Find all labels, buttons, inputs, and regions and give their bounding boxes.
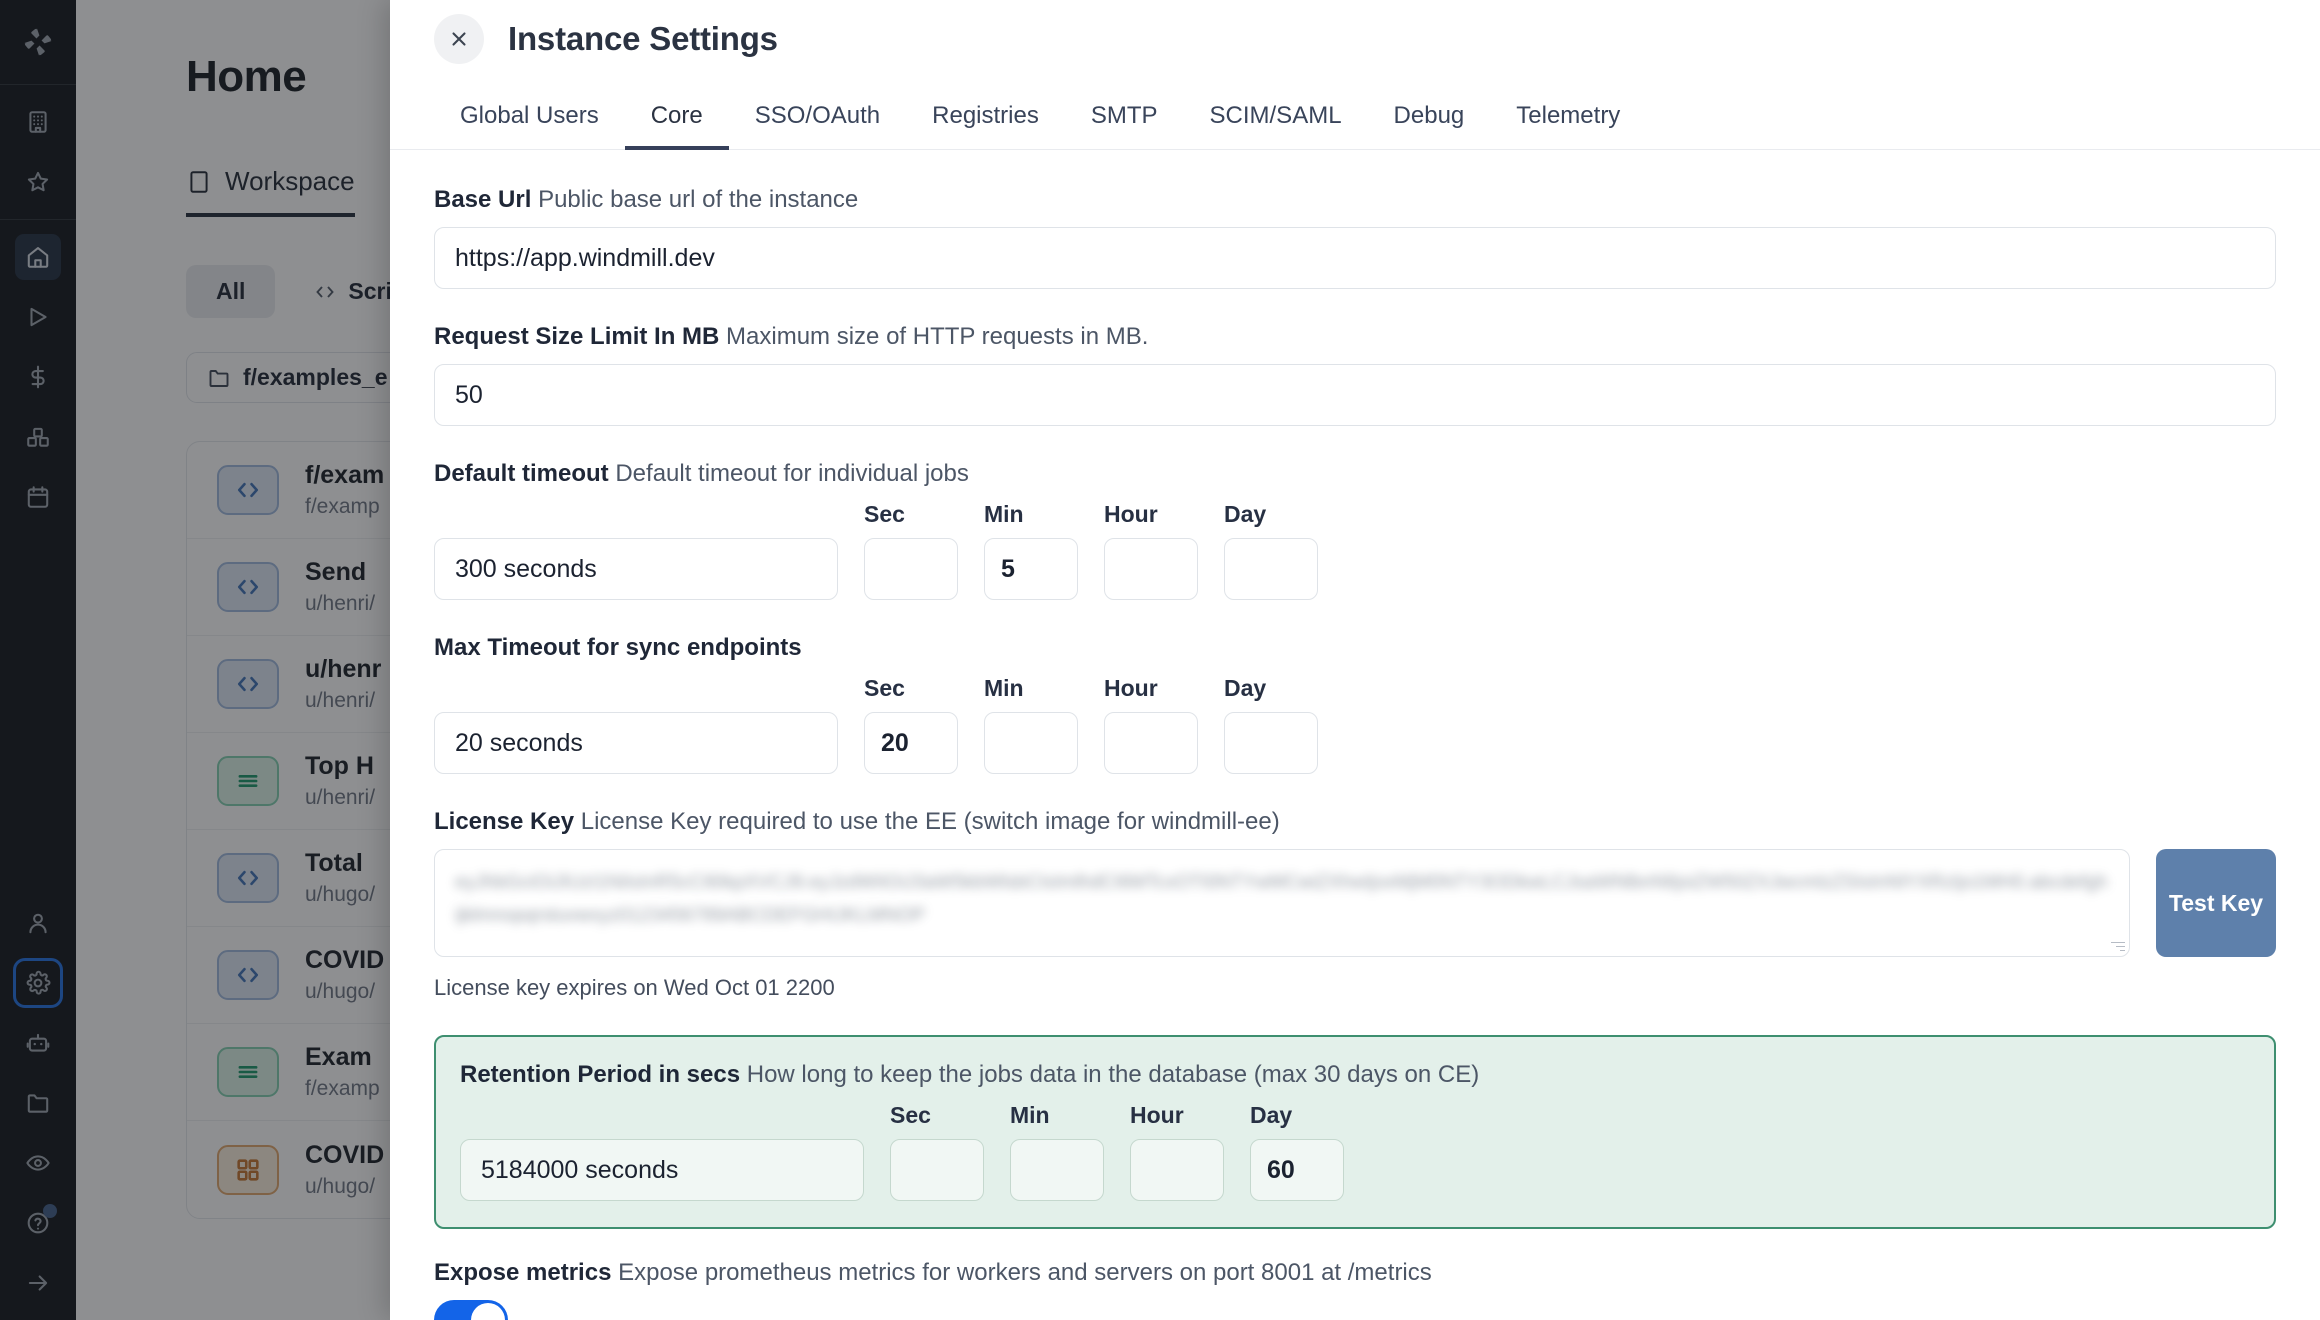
license-key-note: License key expires on Wed Oct 01 2200 bbox=[434, 975, 835, 1000]
max-sync-timeout-input[interactable]: 20 seconds bbox=[434, 712, 838, 774]
field-expose-metrics: Expose metrics Expose prometheus metrics… bbox=[434, 1259, 2276, 1320]
unit-label-day: Day bbox=[1224, 501, 1267, 527]
field-request-size-limit-title: Request Size Limit In MB bbox=[434, 323, 720, 350]
default-timeout-min: Min 5 bbox=[984, 501, 1078, 600]
field-base-url-label: Base Url Public base url of the instance bbox=[434, 186, 2276, 214]
base-url-input[interactable]: https://app.windmill.dev bbox=[434, 227, 2276, 289]
settings-tabs: Global Users Core SSO/OAuth Registries S… bbox=[390, 78, 2320, 150]
field-max-sync-timeout-title: Max Timeout for sync endpoints bbox=[434, 634, 802, 661]
retention-day-input[interactable]: 60 bbox=[1250, 1139, 1344, 1201]
field-retention-period-title: Retention Period in secs bbox=[460, 1061, 741, 1088]
retention-period-row: 5184000 seconds Sec Min Hour Day bbox=[460, 1102, 2250, 1201]
retention-min: Min bbox=[1010, 1102, 1104, 1201]
tab-registries[interactable]: Registries bbox=[932, 102, 1039, 129]
tab-global-users[interactable]: Global Users bbox=[460, 102, 599, 129]
field-license-key: License Key License Key required to use … bbox=[434, 808, 2276, 1001]
field-retention-period-desc: How long to keep the jobs data in the da… bbox=[746, 1061, 1480, 1088]
field-expose-metrics-title: Expose metrics bbox=[434, 1259, 612, 1286]
field-retention-period: Retention Period in secs How long to kee… bbox=[434, 1035, 2276, 1229]
field-default-timeout-title: Default timeout bbox=[434, 460, 609, 487]
retention-hour: Hour bbox=[1130, 1102, 1224, 1201]
default-timeout-sec: Sec bbox=[864, 501, 958, 600]
unit-label-day: Day bbox=[1224, 675, 1267, 701]
field-max-sync-timeout-label: Max Timeout for sync endpoints bbox=[434, 634, 2276, 662]
field-license-key-label: License Key License Key required to use … bbox=[434, 808, 2276, 836]
retention-sec-input[interactable] bbox=[890, 1139, 984, 1201]
tab-smtp[interactable]: SMTP bbox=[1090, 102, 1158, 129]
unit-label-min: Min bbox=[984, 501, 1024, 527]
field-default-timeout: Default timeout Default timeout for indi… bbox=[434, 460, 2276, 600]
field-request-size-limit-desc: Maximum size of HTTP requests in MB. bbox=[726, 323, 1149, 350]
field-max-sync-timeout: Max Timeout for sync endpoints 20 second… bbox=[434, 634, 2276, 774]
field-license-key-desc: License Key required to use the EE (swit… bbox=[580, 808, 1280, 835]
instance-settings-modal: Instance Settings Global Users Core SSO/… bbox=[390, 0, 2320, 1320]
unit-label-min: Min bbox=[1010, 1102, 1050, 1128]
tab-debug[interactable]: Debug bbox=[1393, 102, 1465, 129]
modal-title: Instance Settings bbox=[508, 20, 778, 57]
unit-label-day: Day bbox=[1250, 1102, 1293, 1128]
field-base-url-title: Base Url bbox=[434, 186, 532, 213]
field-retention-period-label: Retention Period in secs How long to kee… bbox=[460, 1061, 2250, 1089]
max-sync-day: Day bbox=[1224, 675, 1318, 774]
unit-label-hour: Hour bbox=[1104, 675, 1158, 701]
unit-label-min: Min bbox=[984, 675, 1024, 701]
license-key-value: eyJhbGciOiJIUzI1NiIsInR5cCI6IkpXVCJ9.eyJ… bbox=[455, 872, 2108, 927]
tab-telemetry[interactable]: Telemetry bbox=[1516, 102, 1621, 129]
default-timeout-sec-input[interactable] bbox=[864, 538, 958, 600]
max-sync-day-input[interactable] bbox=[1224, 712, 1318, 774]
max-sync-min-input[interactable] bbox=[984, 712, 1078, 774]
retention-day: Day 60 bbox=[1250, 1102, 1344, 1201]
request-size-limit-input[interactable]: 50 bbox=[434, 364, 2276, 426]
tab-sso-oauth[interactable]: SSO/OAuth bbox=[754, 102, 881, 129]
unit-label-sec: Sec bbox=[864, 501, 905, 527]
tab-scim-saml[interactable]: SCIM/SAML bbox=[1209, 102, 1342, 129]
max-sync-sec: Sec 20 bbox=[864, 675, 958, 774]
default-timeout-row: 300 seconds Sec Min 5 Hour Day bbox=[434, 501, 2276, 600]
retention-hour-input[interactable] bbox=[1130, 1139, 1224, 1201]
default-timeout-hour-input[interactable] bbox=[1104, 538, 1198, 600]
default-timeout-day-input[interactable] bbox=[1224, 538, 1318, 600]
resize-grip-icon[interactable] bbox=[2111, 939, 2125, 953]
max-sync-timeout-row: 20 seconds Sec 20 Min Hour Day bbox=[434, 675, 2276, 774]
default-timeout-day: Day bbox=[1224, 501, 1318, 600]
field-expose-metrics-desc: Expose prometheus metrics for workers an… bbox=[618, 1259, 1432, 1286]
test-key-button[interactable]: Test Key bbox=[2156, 849, 2276, 957]
tab-core[interactable]: Core bbox=[624, 102, 729, 150]
unit-label-hour: Hour bbox=[1104, 501, 1158, 527]
field-license-key-title: License Key bbox=[434, 808, 575, 835]
expose-metrics-toggle[interactable] bbox=[434, 1300, 508, 1320]
retention-min-input[interactable] bbox=[1010, 1139, 1104, 1201]
field-request-size-limit-label: Request Size Limit In MB Maximum size of… bbox=[434, 323, 2276, 351]
unit-label-sec: Sec bbox=[890, 1102, 931, 1128]
field-base-url: Base Url Public base url of the instance… bbox=[434, 186, 2276, 289]
close-icon[interactable] bbox=[434, 14, 484, 64]
retention-sec: Sec bbox=[890, 1102, 984, 1201]
max-sync-hour-input[interactable] bbox=[1104, 712, 1198, 774]
unit-label-hour: Hour bbox=[1130, 1102, 1184, 1128]
max-sync-hour: Hour bbox=[1104, 675, 1198, 774]
max-sync-min: Min bbox=[984, 675, 1078, 774]
field-request-size-limit: Request Size Limit In MB Maximum size of… bbox=[434, 323, 2276, 426]
field-default-timeout-label: Default timeout Default timeout for indi… bbox=[434, 460, 2276, 488]
field-default-timeout-desc: Default timeout for individual jobs bbox=[615, 460, 969, 487]
unit-label-sec: Sec bbox=[864, 675, 905, 701]
modal-header: Instance Settings bbox=[390, 0, 2320, 78]
default-timeout-input[interactable]: 300 seconds bbox=[434, 538, 838, 600]
field-expose-metrics-label: Expose metrics Expose prometheus metrics… bbox=[434, 1259, 2276, 1287]
settings-form: Base Url Public base url of the instance… bbox=[390, 150, 2320, 1320]
default-timeout-min-input[interactable]: 5 bbox=[984, 538, 1078, 600]
max-sync-sec-input[interactable]: 20 bbox=[864, 712, 958, 774]
default-timeout-hour: Hour bbox=[1104, 501, 1198, 600]
license-key-textarea[interactable]: eyJhbGciOiJIUzI1NiIsInR5cCI6IkpXVCJ9.eyJ… bbox=[434, 849, 2130, 957]
license-key-row: eyJhbGciOiJIUzI1NiIsInR5cCI6IkpXVCJ9.eyJ… bbox=[434, 849, 2276, 957]
field-base-url-desc: Public base url of the instance bbox=[538, 186, 859, 213]
retention-period-input[interactable]: 5184000 seconds bbox=[460, 1139, 864, 1201]
